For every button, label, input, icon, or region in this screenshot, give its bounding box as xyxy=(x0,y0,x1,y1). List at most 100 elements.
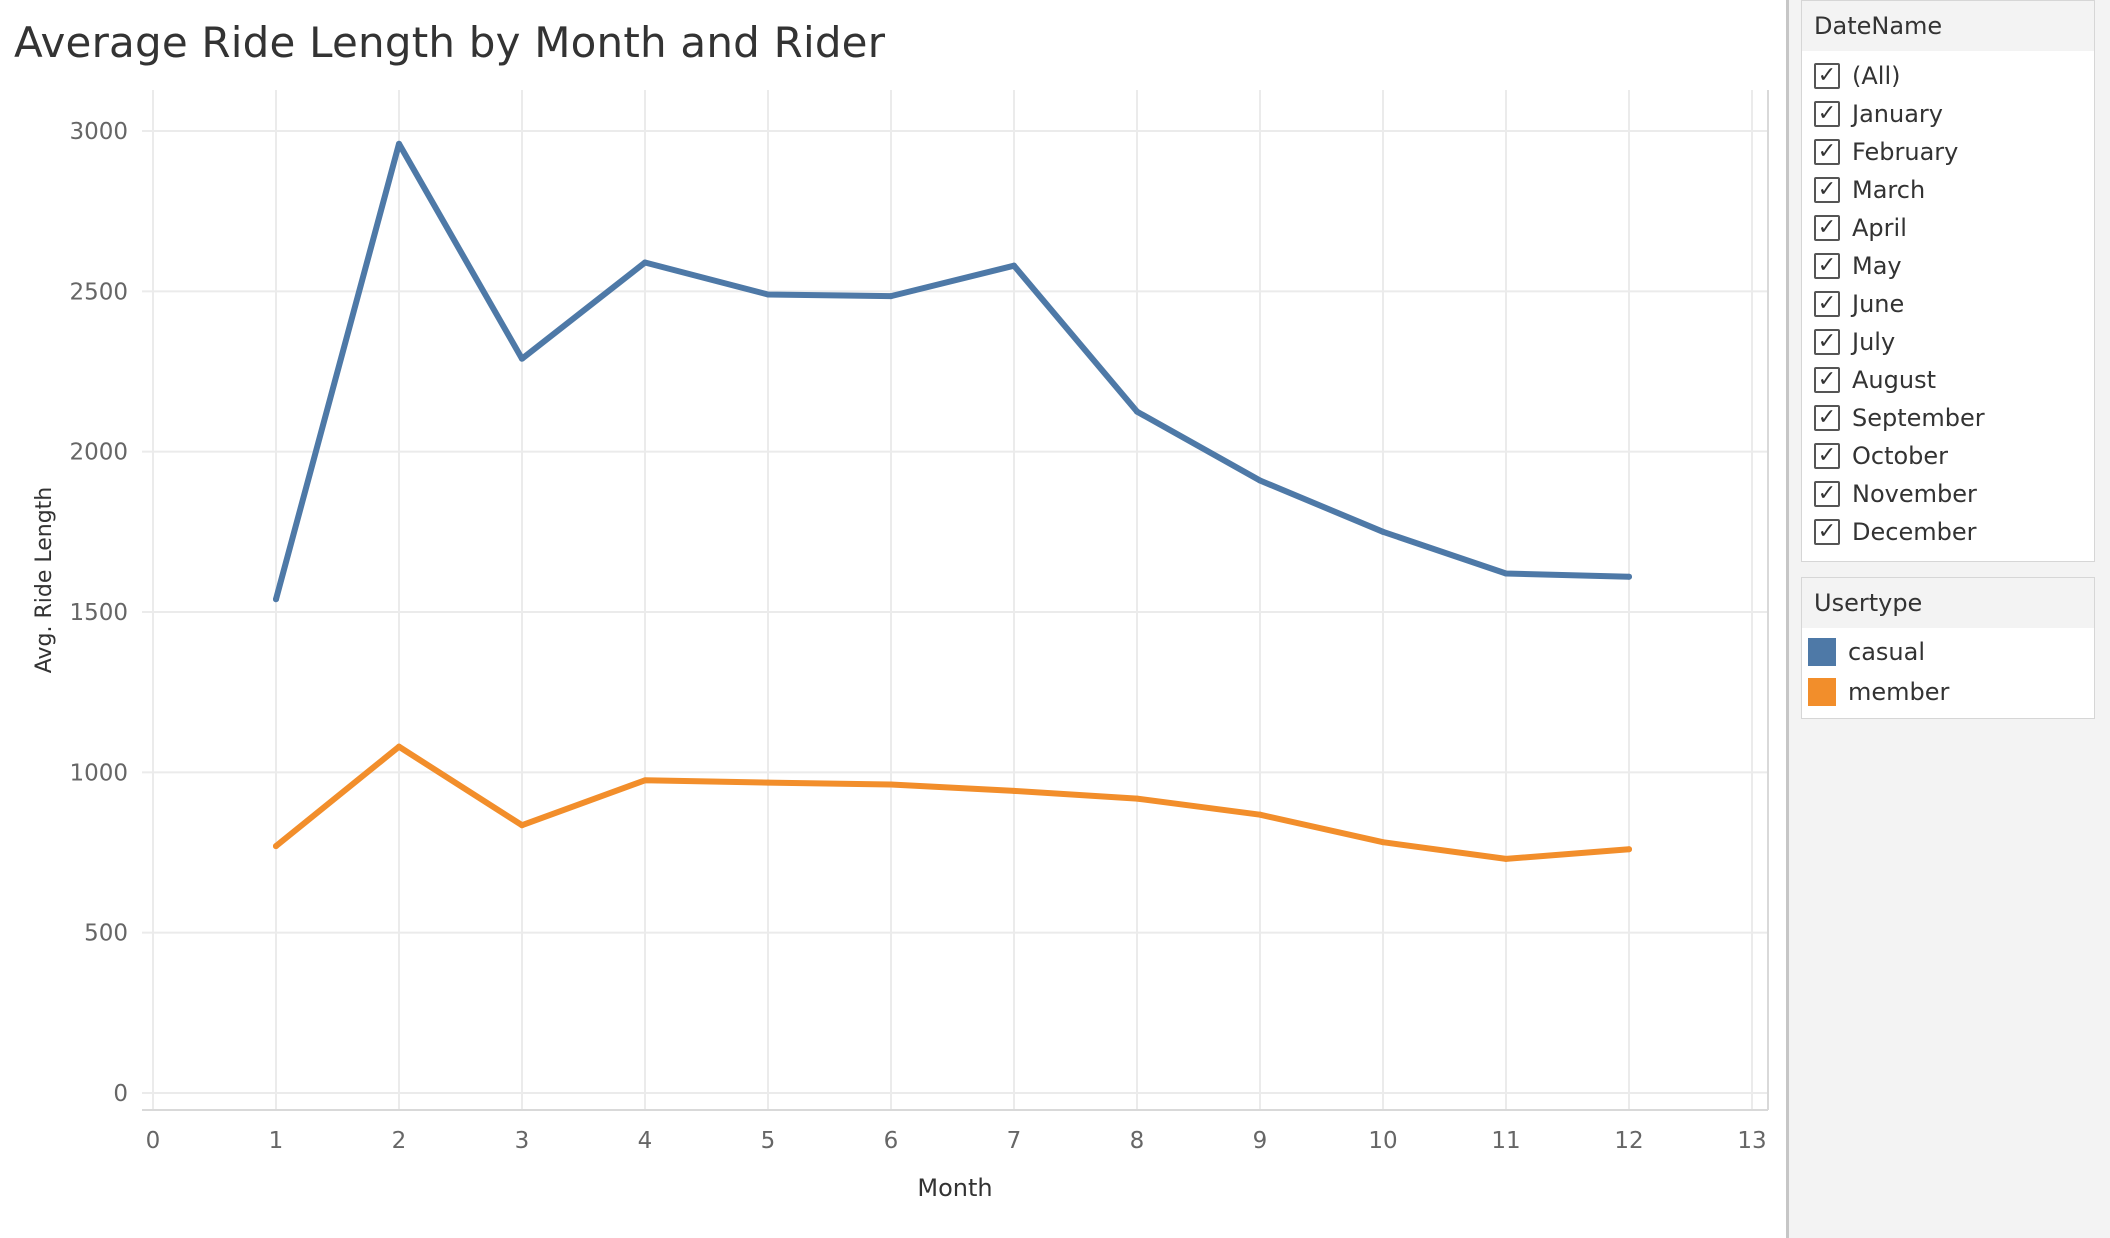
filter-item-label: November xyxy=(1852,480,1977,508)
filter-item[interactable]: ✓ January xyxy=(1802,95,2094,133)
data-point-member[interactable] xyxy=(1134,795,1140,802)
x-tick-label: 11 xyxy=(1491,1128,1520,1154)
legend-label: member xyxy=(1848,678,1950,706)
filter-item-label: July xyxy=(1852,328,1896,356)
y-tick-label: 3000 xyxy=(69,119,128,145)
data-point-member[interactable] xyxy=(1380,839,1386,846)
filter-item-label: October xyxy=(1852,442,1949,470)
data-point-casual[interactable] xyxy=(519,355,525,362)
checkbox-icon[interactable]: ✓ xyxy=(1814,215,1840,241)
x-tick-label: 6 xyxy=(884,1128,899,1154)
checkbox-icon[interactable]: ✓ xyxy=(1814,405,1840,431)
filter-item-label: April xyxy=(1852,214,1907,242)
filter-item[interactable]: ✓ February xyxy=(1802,133,2094,171)
x-tick-label: 4 xyxy=(638,1128,653,1154)
filter-item[interactable]: ✓ June xyxy=(1802,285,2094,323)
y-tick-label: 1000 xyxy=(69,760,128,786)
data-point-casual[interactable] xyxy=(642,259,648,266)
legend-swatch xyxy=(1808,678,1836,706)
x-tick-label: 13 xyxy=(1737,1128,1766,1154)
y-axis-ticks: 0 500 1000 1500 2000 2500 3000 xyxy=(69,119,128,1107)
x-tick-label: 2 xyxy=(392,1128,407,1154)
checkbox-icon[interactable]: ✓ xyxy=(1814,481,1840,507)
panel-divider xyxy=(1786,0,1789,1238)
checkbox-icon[interactable]: ✓ xyxy=(1814,139,1840,165)
chart-panel: Average Ride Length by Month and Rider 0… xyxy=(14,18,1769,1202)
data-point-member[interactable] xyxy=(1503,855,1509,862)
x-tick-label: 12 xyxy=(1614,1128,1643,1154)
x-tick-label: 5 xyxy=(761,1128,776,1154)
legend-swatch xyxy=(1808,638,1836,666)
data-point-member[interactable] xyxy=(396,743,402,750)
y-tick-label: 500 xyxy=(84,921,128,947)
data-point-casual[interactable] xyxy=(273,596,279,603)
filter-item[interactable]: ✓ July xyxy=(1802,323,2094,361)
chart-title: Average Ride Length by Month and Rider xyxy=(14,18,886,67)
data-point-casual[interactable] xyxy=(1011,262,1017,269)
side-panel: DateName ✓ (All) ✓ January ✓ February ✓ March ✓ A… xyxy=(1789,0,2110,1238)
series-line-casual[interactable] xyxy=(273,140,1632,603)
filter-title: DateName xyxy=(1802,1,2094,51)
checkbox-icon[interactable]: ✓ xyxy=(1814,291,1840,317)
filter-item[interactable]: ✓ December xyxy=(1802,513,2094,551)
grid-lines xyxy=(142,90,1769,1111)
data-point-casual[interactable] xyxy=(1380,528,1386,535)
x-tick-label: 7 xyxy=(1007,1128,1022,1154)
data-point-member[interactable] xyxy=(642,777,648,784)
x-axis-title: Month xyxy=(917,1174,992,1202)
data-point-member[interactable] xyxy=(1257,811,1263,818)
checkbox-icon[interactable]: ✓ xyxy=(1814,329,1840,355)
checkbox-icon[interactable]: ✓ xyxy=(1814,63,1840,89)
data-point-casual[interactable] xyxy=(1257,477,1263,484)
checkbox-icon[interactable]: ✓ xyxy=(1814,101,1840,127)
y-tick-label: 0 xyxy=(113,1081,128,1107)
y-tick-label: 2000 xyxy=(69,440,128,466)
x-tick-label: 0 xyxy=(146,1128,161,1154)
series-lines xyxy=(273,140,1632,862)
checkbox-icon[interactable]: ✓ xyxy=(1814,443,1840,469)
data-point-casual[interactable] xyxy=(1626,573,1632,580)
legend-item-member[interactable]: member xyxy=(1802,672,2094,712)
filter-item[interactable]: ✓ May xyxy=(1802,247,2094,285)
x-tick-label: 3 xyxy=(515,1128,530,1154)
checkbox-icon[interactable]: ✓ xyxy=(1814,519,1840,545)
x-tick-label: 9 xyxy=(1253,1128,1268,1154)
filter-item-label: June xyxy=(1852,290,1905,318)
x-tick-label: 10 xyxy=(1368,1128,1397,1154)
filter-item-label: August xyxy=(1852,366,1936,394)
filter-item-label: September xyxy=(1852,404,1985,432)
filter-item-label: January xyxy=(1852,100,1943,128)
filter-item-label: February xyxy=(1852,138,1959,166)
filter-item[interactable]: ✓ November xyxy=(1802,475,2094,513)
filter-item[interactable]: ✓ August xyxy=(1802,361,2094,399)
usertype-legend-card: Usertype casual member xyxy=(1801,577,2095,719)
filter-item[interactable]: ✓ April xyxy=(1802,209,2094,247)
data-point-member[interactable] xyxy=(273,843,279,850)
filter-item-label: December xyxy=(1852,518,1977,546)
data-point-member[interactable] xyxy=(519,822,525,829)
data-point-member[interactable] xyxy=(1626,846,1632,853)
legend-item-casual[interactable]: casual xyxy=(1802,632,2094,672)
y-tick-label: 1500 xyxy=(69,600,128,626)
legend-list: casual member xyxy=(1802,628,2094,712)
y-tick-label: 2500 xyxy=(69,279,128,305)
checkbox-icon[interactable]: ✓ xyxy=(1814,367,1840,393)
data-point-casual[interactable] xyxy=(765,291,771,298)
filter-item[interactable]: ✓ (All) xyxy=(1802,57,2094,95)
filter-item-label: May xyxy=(1852,252,1902,280)
data-point-member[interactable] xyxy=(888,781,894,788)
x-tick-label: 1 xyxy=(269,1128,284,1154)
data-point-casual[interactable] xyxy=(888,293,894,300)
filter-item[interactable]: ✓ October xyxy=(1802,437,2094,475)
checkbox-icon[interactable]: ✓ xyxy=(1814,177,1840,203)
filter-item[interactable]: ✓ March xyxy=(1802,171,2094,209)
series-line-member[interactable] xyxy=(273,743,1632,862)
data-point-casual[interactable] xyxy=(1503,570,1509,577)
data-point-member[interactable] xyxy=(765,779,771,786)
data-point-casual[interactable] xyxy=(1134,408,1140,415)
data-point-casual[interactable] xyxy=(396,140,402,147)
data-point-member[interactable] xyxy=(1011,787,1017,794)
filter-item[interactable]: ✓ September xyxy=(1802,399,2094,437)
checkbox-icon[interactable]: ✓ xyxy=(1814,253,1840,279)
